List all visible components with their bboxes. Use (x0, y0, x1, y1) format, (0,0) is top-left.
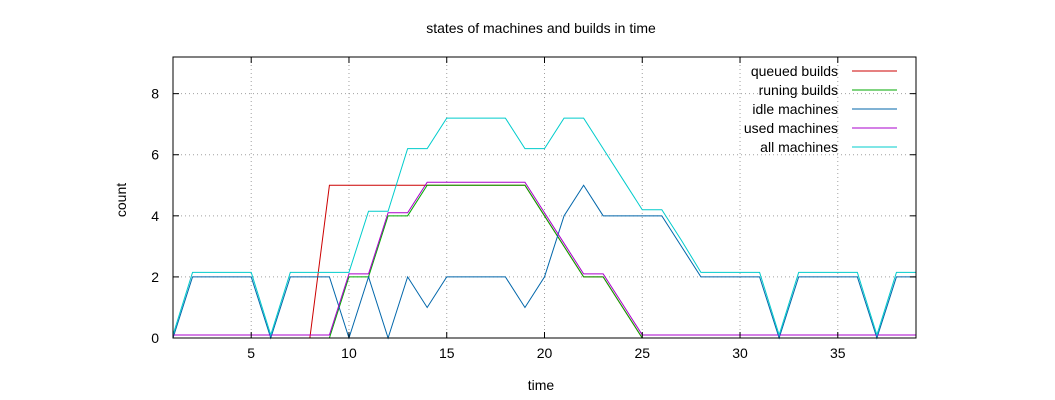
legend-label: idle machines (752, 101, 838, 117)
y-tick-label: 8 (151, 86, 159, 102)
legend-label: all machines (760, 139, 838, 155)
y-tick-label: 4 (151, 208, 159, 224)
x-tick-label: 15 (439, 345, 455, 361)
x-axis-label: time (528, 377, 555, 393)
ticks: 5 10 15 20 25 30 35 0 2 4 6 8 (151, 57, 916, 361)
x-tick-label: 25 (634, 345, 650, 361)
y-tick-label: 0 (151, 330, 159, 346)
series-line-all-machines (172, 117, 916, 337)
series-line-used-machines (173, 181, 916, 336)
legend-label: used machines (744, 120, 838, 136)
x-tick-label: 10 (341, 345, 357, 361)
y-tick-label: 6 (151, 147, 159, 163)
series-line-idle-machines (172, 184, 916, 340)
y-tick-label: 2 (151, 269, 159, 285)
x-tick-label: 20 (537, 345, 553, 361)
legend: queued builds runing builds idle machines u… (744, 63, 897, 155)
legend-label: runing builds (759, 82, 838, 98)
x-tick-label: 30 (732, 345, 748, 361)
x-tick-label: 35 (830, 345, 846, 361)
grid (173, 57, 916, 338)
x-tick-label: 5 (247, 345, 255, 361)
legend-label: queued builds (751, 63, 838, 79)
y-axis-label: count (113, 183, 129, 217)
chart-title: states of machines and builds in time (426, 20, 656, 36)
